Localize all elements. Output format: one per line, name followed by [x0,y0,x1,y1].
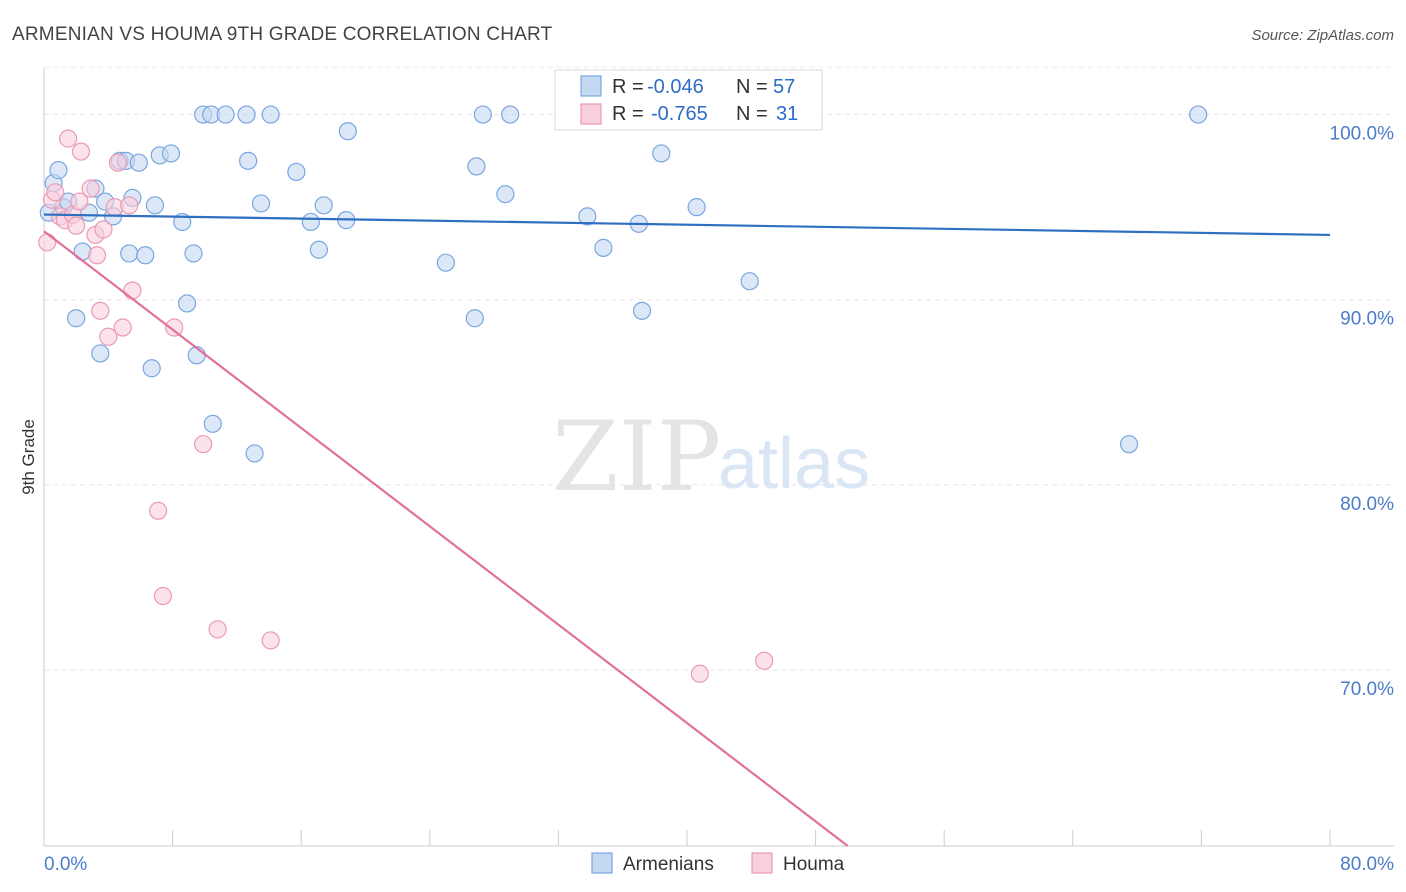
y-tick-label-3: 70.0% [1340,679,1394,700]
point-armenians-23 [177,294,197,313]
point-houma-28 [755,651,774,670]
point-houma-14 [94,220,113,239]
stats-legend: R = -0.046 N = 57 R = -0.765 N = 31 [554,69,823,131]
y-axis-label: 9th Grade [19,419,38,495]
grid [44,66,1394,671]
chart-source: Source: ZipAtlas.com [1251,27,1394,44]
point-armenians-54 [740,272,759,291]
point-houma-2 [46,183,65,202]
point-armenians-9 [91,344,110,363]
point-armenians-55 [1119,435,1139,454]
point-armenians-34 [261,105,280,124]
y-tick-label-2: 80.0% [1340,494,1394,515]
point-houma-22 [153,586,173,606]
point-armenians-24 [184,244,203,263]
legend-r-value-armenians: -0.046 [647,76,704,98]
point-houma-5 [59,129,78,148]
watermark: ZIP atlas [552,401,870,513]
point-houma-18 [113,318,132,337]
legend-swatch-armenians [580,75,602,97]
point-armenians-2 [49,161,68,180]
point-armenians-18 [142,359,161,378]
point-houma-26 [261,631,280,650]
point-armenians-32 [245,444,264,463]
point-armenians-31 [239,151,258,170]
point-armenians-51 [632,301,652,320]
point-houma-24 [194,435,213,454]
x-tick-max: 80.0% [1340,854,1394,875]
trend-lines [43,213,1331,847]
point-armenians-16 [129,153,148,172]
point-houma-20 [123,281,142,300]
point-armenians-43 [467,157,486,176]
legend-r-label-2: R = [612,103,644,125]
point-armenians-49 [594,238,613,257]
point-armenians-19 [145,196,165,215]
series-legend-swatch-armenians [591,852,613,874]
point-armenians-30 [237,105,256,124]
point-armenians-29 [216,105,235,124]
watermark-zip: ZIP [552,401,721,513]
point-armenians-14 [120,244,139,263]
point-armenians-21 [161,144,181,163]
point-houma-19 [120,196,139,215]
point-armenians-44 [473,105,492,124]
point-armenians-48 [578,207,597,226]
legend-n-value-houma: 31 [776,103,798,125]
point-armenians-56 [1189,105,1208,124]
point-armenians-28 [203,414,222,433]
legend-r-label-1: R = [612,76,644,98]
chart-title: ARMENIAN VS HOUMA 9TH GRADE CORRELATION … [12,24,553,45]
legend-swatch-houma [580,103,602,125]
point-houma-21 [149,501,168,520]
series-legend: Armenians Houma [591,852,845,875]
point-houma-9 [71,142,91,161]
trend-line-armenians [43,213,1331,237]
point-houma-27 [690,664,709,683]
series-legend-swatch-houma [751,852,773,874]
point-armenians-40 [338,122,357,141]
x-tick-min: 0.0% [44,854,87,875]
point-houma-23 [165,318,184,337]
point-houma-13 [91,301,110,320]
point-armenians-41 [436,253,455,272]
watermark-atlas: atlas [718,424,870,504]
point-armenians-45 [496,185,515,204]
legend-n-value-armenians: 57 [773,76,795,98]
point-armenians-36 [301,212,320,232]
point-houma-10 [81,179,100,198]
point-houma-12 [87,246,107,265]
point-houma-8 [70,192,89,211]
point-houma-0 [38,233,57,252]
data-points [38,105,1208,683]
y-tick-labels: 100.0% 90.0% 80.0% 70.0% [1330,124,1395,701]
y-tick-label-1: 90.0% [1340,309,1394,330]
point-armenians-35 [287,162,306,182]
series-legend-label-armenians: Armenians [623,854,714,875]
point-armenians-46 [501,105,520,124]
point-armenians-5 [67,309,86,328]
point-houma-17 [108,153,128,172]
trend-line-houma [43,230,849,847]
point-houma-7 [67,216,86,235]
y-tick-label-0: 100.0% [1330,124,1395,145]
point-houma-25 [208,620,227,639]
legend-n-label-2: N = [736,103,768,125]
point-armenians-38 [314,196,333,215]
point-armenians-53 [687,198,706,217]
series-legend-label-houma: Houma [783,854,845,875]
legend-r-value-houma: -0.765 [651,103,708,125]
point-houma-15 [99,327,118,346]
point-armenians-17 [136,246,155,265]
point-armenians-37 [309,240,328,259]
point-armenians-33 [251,194,271,213]
point-armenians-42 [465,309,484,328]
legend-n-label-1: N = [736,76,768,98]
point-armenians-52 [652,144,671,163]
